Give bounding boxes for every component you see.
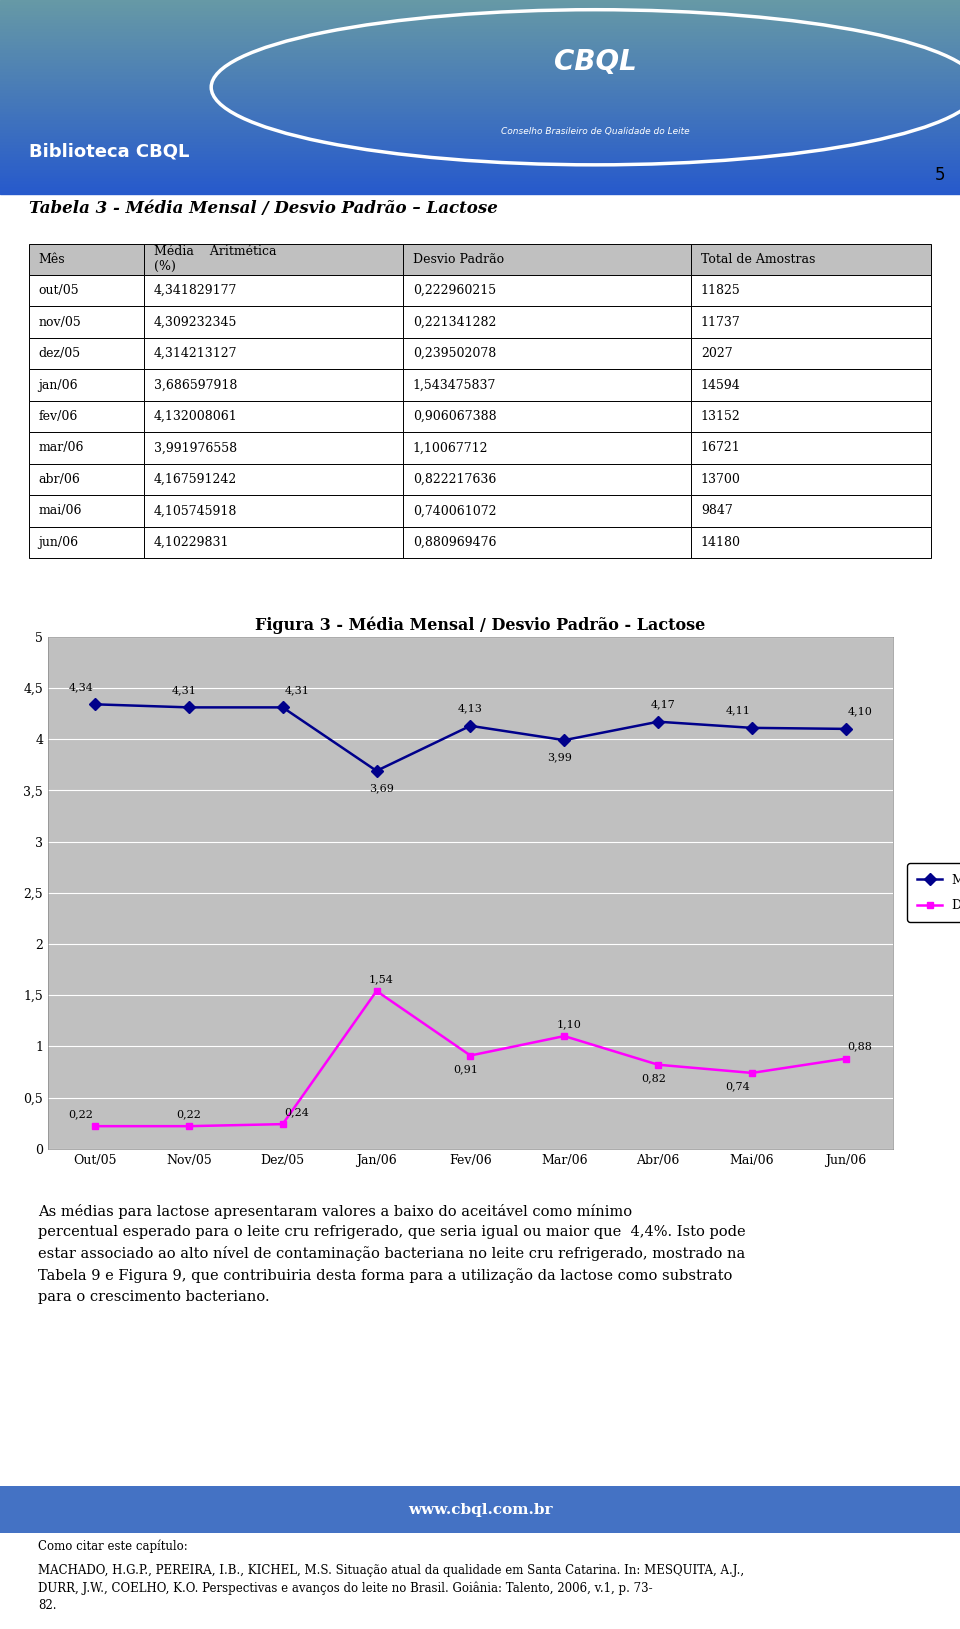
Bar: [29, 526, 144, 559]
Bar: [29, 464, 144, 495]
Bar: [29, 244, 144, 275]
Bar: [144, 337, 403, 370]
Bar: [29, 401, 144, 432]
Text: 4,105745918: 4,105745918: [154, 505, 237, 518]
Bar: [144, 432, 403, 464]
Text: jun/06: jun/06: [38, 536, 79, 549]
Text: 3,991976558: 3,991976558: [154, 441, 237, 454]
Text: dez/05: dez/05: [38, 347, 81, 360]
Text: 4,10229831: 4,10229831: [154, 536, 229, 549]
Text: 13700: 13700: [701, 472, 741, 485]
Bar: [0, 1486, 960, 1533]
Text: 4,132008061: 4,132008061: [154, 411, 237, 424]
Text: Tabela 3 - Média Mensal / Desvio Padrão – Lactose: Tabela 3 - Média Mensal / Desvio Padrão …: [29, 200, 497, 217]
Text: www.cbql.com.br: www.cbql.com.br: [408, 1502, 552, 1517]
Text: 11825: 11825: [701, 283, 740, 296]
Bar: [691, 432, 931, 464]
Bar: [144, 495, 403, 526]
Bar: [403, 306, 691, 337]
Bar: [144, 244, 403, 275]
Text: 14594: 14594: [701, 378, 740, 391]
Bar: [403, 432, 691, 464]
Text: As médias para lactose apresentaram valores a baixo do aceitável como mínimo
per: As médias para lactose apresentaram valo…: [38, 1204, 746, 1305]
Text: 0,221341282: 0,221341282: [413, 316, 496, 329]
Text: Média    Aritmética
(%): Média Aritmética (%): [154, 246, 276, 274]
Bar: [691, 370, 931, 401]
Text: Total de Amostras: Total de Amostras: [701, 252, 815, 266]
Bar: [691, 464, 931, 495]
Bar: [144, 464, 403, 495]
Bar: [403, 275, 691, 306]
Text: 4,167591242: 4,167591242: [154, 472, 237, 485]
Bar: [691, 337, 931, 370]
Text: Como citar este capítulo:: Como citar este capítulo:: [38, 1539, 188, 1552]
Text: 0,906067388: 0,906067388: [413, 411, 496, 424]
Text: Conselho Brasileiro de Qualidade do Leite: Conselho Brasileiro de Qualidade do Leit…: [501, 127, 689, 137]
Bar: [691, 244, 931, 275]
Text: 4,309232345: 4,309232345: [154, 316, 237, 329]
Text: 0,239502078: 0,239502078: [413, 347, 496, 360]
Bar: [29, 275, 144, 306]
Bar: [144, 401, 403, 432]
Text: abr/06: abr/06: [38, 472, 81, 485]
Text: 0,880969476: 0,880969476: [413, 536, 496, 549]
Text: Mês: Mês: [38, 252, 65, 266]
Text: mar/06: mar/06: [38, 441, 84, 454]
Text: 16721: 16721: [701, 441, 740, 454]
Text: 1,10067712: 1,10067712: [413, 441, 489, 454]
Text: 0,822217636: 0,822217636: [413, 472, 496, 485]
Text: fev/06: fev/06: [38, 411, 78, 424]
Text: Figura 3 - Média Mensal / Desvio Padrão - Lactose: Figura 3 - Média Mensal / Desvio Padrão …: [254, 616, 706, 634]
Bar: [691, 495, 931, 526]
Text: 0,222960215: 0,222960215: [413, 283, 496, 296]
Bar: [29, 370, 144, 401]
Text: MACHADO, H.G.P., PEREIRA, I.B., KICHEL, M.S. Situação atual da qualidade em Sant: MACHADO, H.G.P., PEREIRA, I.B., KICHEL, …: [38, 1564, 745, 1611]
Text: Biblioteca CBQL: Biblioteca CBQL: [29, 142, 189, 160]
Bar: [691, 526, 931, 559]
Bar: [403, 401, 691, 432]
Bar: [144, 526, 403, 559]
Text: 2027: 2027: [701, 347, 732, 360]
Text: mai/06: mai/06: [38, 505, 82, 518]
Text: 0,740061072: 0,740061072: [413, 505, 496, 518]
Text: 14180: 14180: [701, 536, 741, 549]
Bar: [29, 495, 144, 526]
Bar: [691, 401, 931, 432]
Text: 4,314213127: 4,314213127: [154, 347, 237, 360]
Bar: [29, 337, 144, 370]
Bar: [403, 244, 691, 275]
Bar: [403, 526, 691, 559]
Text: out/05: out/05: [38, 283, 79, 296]
Bar: [144, 306, 403, 337]
Text: 4,341829177: 4,341829177: [154, 283, 237, 296]
Text: Desvio Padrão: Desvio Padrão: [413, 252, 504, 266]
Bar: [691, 306, 931, 337]
Text: 13152: 13152: [701, 411, 740, 424]
Bar: [403, 495, 691, 526]
Text: 1,543475837: 1,543475837: [413, 378, 496, 391]
Text: nov/05: nov/05: [38, 316, 82, 329]
Bar: [29, 432, 144, 464]
Bar: [403, 464, 691, 495]
Text: 5: 5: [935, 166, 946, 184]
Bar: [144, 275, 403, 306]
Text: 3,686597918: 3,686597918: [154, 378, 237, 391]
Bar: [29, 306, 144, 337]
Bar: [403, 337, 691, 370]
Text: 11737: 11737: [701, 316, 740, 329]
Text: CBQL: CBQL: [554, 49, 636, 77]
Text: 9847: 9847: [701, 505, 732, 518]
Bar: [403, 370, 691, 401]
Text: jan/06: jan/06: [38, 378, 78, 391]
Bar: [691, 275, 931, 306]
Bar: [144, 370, 403, 401]
